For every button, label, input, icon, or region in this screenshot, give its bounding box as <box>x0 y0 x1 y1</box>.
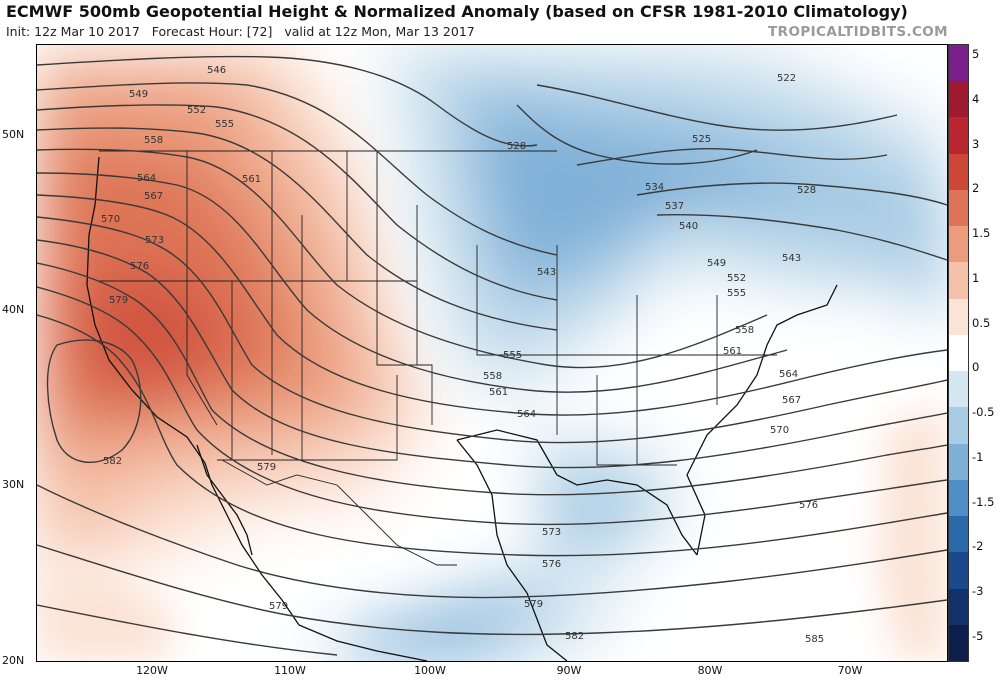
colorbar-segment <box>949 81 968 118</box>
colorbar-segment <box>949 407 968 445</box>
colorbar-tick-label: -2 <box>972 539 984 554</box>
positive-anomaly-east <box>37 405 947 661</box>
lat-label: 50N <box>2 128 25 141</box>
contour-label: 576 <box>542 559 561 570</box>
colorbar-segment <box>949 45 968 82</box>
valid-time: valid at 12z Mon, Mar 13 2017 <box>284 24 475 39</box>
contour-label: 579 <box>109 295 128 306</box>
contour-label: 528 <box>797 185 816 196</box>
anomaly-shading <box>37 45 947 661</box>
lon-label: 70W <box>837 664 863 677</box>
lon-label: 80W <box>697 664 723 677</box>
colorbar-segment <box>949 153 968 191</box>
contour-label: 567 <box>144 191 163 202</box>
colorbar-tick-label: -1.5 <box>972 494 995 509</box>
map-panel: 546 549 552 555 558 561 564 567 570 573 … <box>36 44 948 662</box>
lon-label: 90W <box>556 664 582 677</box>
contour-label: 558 <box>735 325 754 336</box>
contour-label: 567 <box>782 395 801 406</box>
contour-label: 543 <box>537 267 556 278</box>
init-time: Init: 12z Mar 10 2017 <box>6 24 140 39</box>
contour-label: 555 <box>727 288 746 299</box>
colorbar-segment <box>949 552 968 590</box>
colorbar-tick-label: -0.5 <box>972 405 995 420</box>
colorbar-segment <box>949 624 968 662</box>
lat-label: 40N <box>2 303 25 316</box>
contour-label: 576 <box>130 261 149 272</box>
contour-label: 579 <box>257 462 276 473</box>
contour-label: 573 <box>542 527 561 538</box>
lat-label: 20N <box>2 654 25 667</box>
contour-label: 561 <box>723 346 742 357</box>
forecast-hour: Forecast Hour: [72] <box>151 24 273 39</box>
colorbar-segment <box>949 479 968 517</box>
colorbar-segment <box>949 298 968 336</box>
map-title: ECMWF 500mb Geopotential Height & Normal… <box>6 2 908 21</box>
contour-label: 555 <box>215 119 234 130</box>
contour-label: 582 <box>103 456 122 467</box>
colorbar-tick-label: 2 <box>972 181 980 196</box>
contour-label: 540 <box>679 221 698 232</box>
colorbar-segment <box>949 443 968 481</box>
colorbar-tick-label: -1 <box>972 449 984 464</box>
colorbar-segment <box>949 262 968 300</box>
contour-label: 582 <box>565 631 584 642</box>
lon-label: 120W <box>136 664 168 677</box>
contour-label: 522 <box>777 73 796 84</box>
colorbar-segment <box>949 371 968 408</box>
height-contours <box>37 55 947 656</box>
colorbar-segment <box>949 588 968 626</box>
contour-label: 543 <box>782 253 801 264</box>
colorbar-segment <box>949 117 968 155</box>
colorbar-tick-label: -3 <box>972 584 984 599</box>
contour-label: 561 <box>489 387 508 398</box>
colorbar-tick-label: 1.5 <box>972 226 991 241</box>
colorbar-tick-label: 5 <box>972 47 980 61</box>
contour-label: 576 <box>799 500 818 511</box>
contour-label: 549 <box>707 258 726 269</box>
contour-label: 525 <box>692 134 711 145</box>
colorbar-segment <box>949 334 968 372</box>
contour-label: 564 <box>137 173 156 184</box>
contour-label: 555 <box>503 350 522 361</box>
colorbar-segment <box>949 189 968 227</box>
coastlines <box>86 156 838 661</box>
contour-label: 552 <box>187 105 206 116</box>
contour-label: 579 <box>524 599 543 610</box>
lat-label: 30N <box>2 478 25 491</box>
colorbar-tick-label: 3 <box>972 136 980 151</box>
contour-label: 570 <box>770 425 789 436</box>
contour-label: 549 <box>129 89 148 100</box>
contour-label: 573 <box>145 235 164 246</box>
contour-label: 528 <box>507 141 526 152</box>
negative-anomaly-field <box>267 45 947 661</box>
contour-label: 564 <box>517 409 536 420</box>
colorbar-tick-label: 4 <box>972 91 980 106</box>
colorbar-segment <box>949 226 968 263</box>
contour-label: 564 <box>779 369 798 380</box>
colorbar-tick-label: 0.5 <box>972 315 991 330</box>
contour-label: 537 <box>665 201 684 212</box>
contour-label: 546 <box>207 65 226 76</box>
contour-labels: 546 549 552 555 558 561 564 567 570 573 … <box>101 65 824 645</box>
colorbar-tick-label: 0 <box>972 360 980 375</box>
colorbar-tick-label: -5 <box>972 629 984 643</box>
contour-label: 558 <box>144 135 163 146</box>
anomaly-colorbar <box>948 44 969 662</box>
lon-label: 100W <box>414 664 446 677</box>
lon-label: 110W <box>274 664 306 677</box>
colorbar-tick-label: 1 <box>972 270 980 285</box>
contour-label: 561 <box>242 174 261 185</box>
map-canvas: 546 549 552 555 558 561 564 567 570 573 … <box>37 45 947 661</box>
contour-label: 558 <box>483 371 502 382</box>
contour-label: 534 <box>645 182 664 193</box>
contour-label: 585 <box>805 634 824 645</box>
contour-label: 570 <box>101 214 120 225</box>
contour-label: 579 <box>269 601 288 612</box>
colorbar-segment <box>949 516 968 553</box>
brand-watermark: TROPICALTIDBITS.COM <box>768 24 948 40</box>
contour-label: 552 <box>727 273 746 284</box>
run-info: Init: 12z Mar 10 2017 Forecast Hour: [72… <box>6 24 475 39</box>
